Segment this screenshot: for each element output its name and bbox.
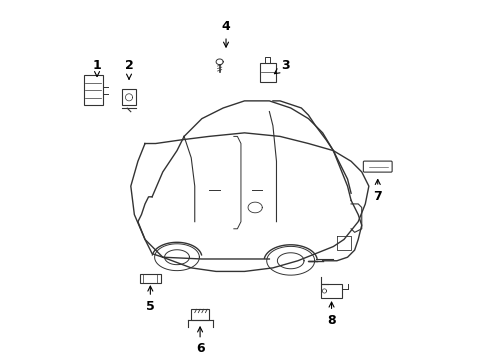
Text: 7: 7: [373, 180, 381, 203]
Text: 1: 1: [93, 59, 101, 77]
Bar: [259, 63, 275, 82]
Text: 6: 6: [195, 327, 204, 355]
Bar: [83, 75, 103, 105]
Bar: [191, 309, 208, 320]
Text: 5: 5: [146, 286, 154, 313]
Text: 2: 2: [124, 59, 133, 79]
Bar: [140, 274, 161, 283]
Text: 8: 8: [326, 302, 335, 327]
Text: 4: 4: [221, 21, 230, 47]
Text: 3: 3: [274, 59, 289, 74]
Bar: [122, 89, 136, 105]
Bar: [320, 284, 342, 298]
